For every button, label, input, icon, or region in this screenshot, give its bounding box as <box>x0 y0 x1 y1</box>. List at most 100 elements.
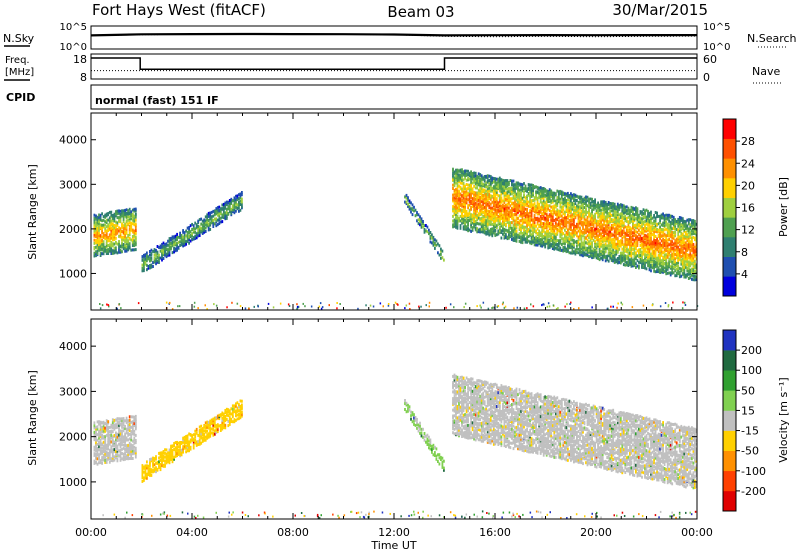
power-cell <box>650 229 652 233</box>
power-cell <box>606 234 609 238</box>
power-cell <box>119 235 122 239</box>
power-cell <box>562 199 565 203</box>
power-cell <box>498 217 501 221</box>
power-cell <box>585 210 587 213</box>
power-cell <box>601 244 604 247</box>
power-cell <box>554 237 557 240</box>
power-cell <box>591 213 593 217</box>
power-cell <box>672 215 675 219</box>
freq-label-line1: Freq. <box>5 55 30 66</box>
power-cell <box>580 250 583 254</box>
power-cell <box>545 203 548 206</box>
power-cell <box>601 208 604 212</box>
power-cell <box>474 212 477 216</box>
power-cell <box>636 259 639 263</box>
power-cell <box>616 208 619 211</box>
power-cell <box>618 242 621 246</box>
power-cell <box>500 224 503 228</box>
power-cell <box>512 191 515 195</box>
power-cell <box>600 211 602 215</box>
power-cell <box>595 209 598 213</box>
power-cell <box>194 237 197 240</box>
power-cell <box>586 238 589 242</box>
power-cell <box>585 246 587 250</box>
power-cell <box>101 244 103 248</box>
power-cell <box>497 201 500 205</box>
power-cell <box>111 234 114 238</box>
power-cell <box>624 242 627 246</box>
power-cell <box>591 204 593 208</box>
power-cell <box>492 219 495 223</box>
power-cell <box>119 227 122 231</box>
power-cell <box>96 233 99 236</box>
power-cell <box>686 253 689 257</box>
power-cell <box>131 208 134 212</box>
power-cell <box>98 241 100 245</box>
power-cell <box>559 230 562 234</box>
power-cell <box>224 215 227 219</box>
power-cell <box>668 248 671 252</box>
power-cell <box>668 264 671 268</box>
power-cell <box>425 229 427 233</box>
power-cell <box>203 220 206 224</box>
power-cell <box>647 264 649 267</box>
power-cell <box>609 210 612 213</box>
power-cell <box>200 217 203 221</box>
power-cell <box>560 226 563 230</box>
power-cell <box>601 200 604 204</box>
power-cell <box>467 222 469 226</box>
power-cell <box>577 205 580 209</box>
power-cell <box>476 305 478 308</box>
power-cell <box>503 191 506 195</box>
power-cell <box>681 265 684 269</box>
power-cell <box>527 186 530 190</box>
power-cell <box>488 233 491 237</box>
power-cell <box>179 231 181 235</box>
power-cell <box>683 219 686 223</box>
power-cell <box>544 239 547 243</box>
noise-panel: N.Sky 10^5 10^0 10^5 10^0 N.Search <box>3 22 797 53</box>
power-cell <box>165 301 168 304</box>
power-cell <box>455 225 457 229</box>
power-cell <box>102 240 105 244</box>
power-cbar-tick-label: 4 <box>741 268 748 281</box>
power-cell <box>677 224 680 228</box>
power-cell <box>601 247 604 251</box>
power-cell <box>164 243 166 246</box>
power-cell <box>532 236 534 240</box>
power-cell <box>577 235 580 239</box>
power-cell <box>564 233 566 237</box>
power-cell <box>532 231 534 235</box>
freq-label-line2: [MHz] <box>5 67 34 78</box>
power-cell <box>541 187 544 191</box>
power-cell <box>625 263 628 267</box>
power-cell <box>694 264 696 267</box>
power-cell <box>221 215 224 219</box>
velocity-cell <box>102 444 105 448</box>
power-cell <box>506 207 509 211</box>
power-cell <box>500 190 503 194</box>
power-cell <box>588 222 590 226</box>
power-cell <box>470 187 472 191</box>
power-cell <box>476 216 479 220</box>
power-cell <box>675 274 678 278</box>
power-cell <box>598 219 601 223</box>
power-cell <box>595 234 598 238</box>
power-cell <box>601 229 604 233</box>
power-cell <box>98 226 100 229</box>
power-cell <box>619 251 622 255</box>
power-cell <box>550 189 553 193</box>
power-cell <box>503 306 506 309</box>
power-cell <box>465 228 468 232</box>
power-cell <box>560 190 563 194</box>
power-cell <box>692 226 695 230</box>
power-cell <box>627 233 630 237</box>
power-cell <box>548 199 551 203</box>
power-cell <box>650 256 652 260</box>
power-cell <box>108 226 111 230</box>
power-cell <box>598 225 601 229</box>
velocity-cell <box>95 447 97 451</box>
power-cell <box>603 255 606 259</box>
power-cell <box>613 227 616 231</box>
power-cell <box>609 232 612 235</box>
